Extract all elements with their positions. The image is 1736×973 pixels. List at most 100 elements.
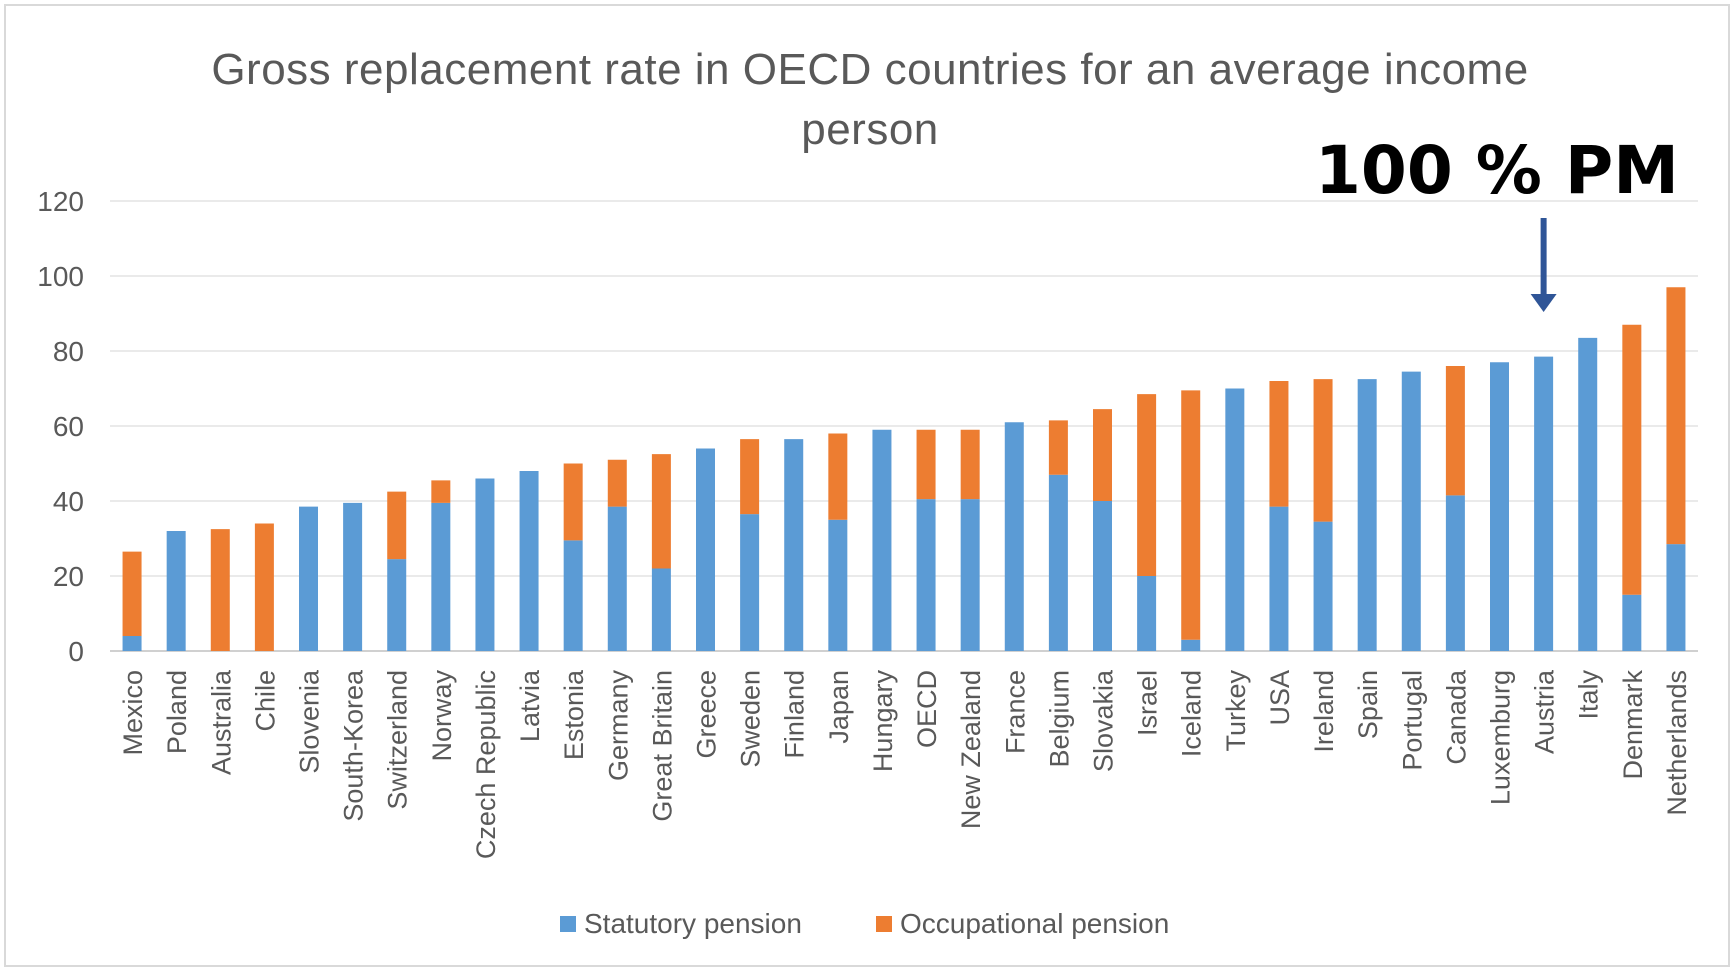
bar-occupational	[651, 454, 671, 569]
bar-statutory	[607, 506, 627, 651]
bar-statutory	[1181, 639, 1201, 651]
x-tick-label: Great Britain	[647, 670, 677, 822]
legend-swatch-occupational	[876, 916, 892, 932]
x-tick-label: Latvia	[515, 669, 545, 742]
x-tick-label: France	[1000, 670, 1030, 754]
annotation-arrow-shaft	[1540, 218, 1547, 298]
x-tick-label: Mexico	[118, 670, 148, 756]
bar-occupational	[1313, 379, 1333, 522]
x-tick-label: Turkey	[1221, 670, 1251, 752]
legend-item-occupational: Occupational pension	[876, 908, 1169, 940]
chart-title: Gross replacement rate in OECD countries…	[211, 45, 1529, 154]
bar-statutory	[784, 439, 804, 651]
legend-label-statutory: Statutory pension	[584, 908, 802, 939]
bar-occupational	[1048, 420, 1068, 475]
bar-statutory	[387, 559, 407, 651]
x-tick-label: Australia	[206, 669, 236, 775]
bar-statutory	[1666, 544, 1686, 651]
bar-occupational	[1445, 366, 1465, 496]
x-tick-label: Iceland	[1177, 670, 1207, 757]
y-tick-label: 100	[37, 261, 84, 292]
x-tick-label: OECD	[912, 670, 942, 748]
x-tick-label: USA	[1265, 670, 1295, 726]
bar-statutory	[1137, 576, 1157, 651]
bar-statutory	[431, 502, 451, 651]
bar-statutory	[519, 471, 539, 651]
bar-occupational	[1137, 394, 1157, 576]
bar-statutory	[1225, 388, 1245, 651]
bar-statutory	[1269, 506, 1289, 651]
annotation-label: 100 % PM	[1315, 132, 1679, 209]
x-tick-label: Estonia	[559, 669, 589, 760]
legend-label-occupational: Occupational pension	[900, 908, 1170, 939]
y-tick-label: 20	[53, 561, 84, 592]
bar-occupational	[122, 551, 142, 636]
x-tick-label: Netherlands	[1662, 670, 1692, 816]
bar-statutory	[1445, 495, 1465, 651]
x-tick-label: Canada	[1441, 669, 1471, 765]
bar-statutory	[1004, 422, 1024, 651]
x-tick-label: Italy	[1574, 670, 1604, 720]
x-tick-label: Finland	[780, 670, 810, 759]
bar-statutory	[1093, 501, 1112, 651]
bar-statutory	[740, 514, 760, 651]
bar-occupational	[387, 491, 407, 560]
bar-statutory	[563, 540, 583, 651]
annotation-arrow-head	[1530, 294, 1557, 312]
x-tick-label: Portugal	[1397, 670, 1427, 771]
bar-statutory	[1357, 379, 1377, 651]
x-tick-label: Austria	[1530, 669, 1560, 754]
bar-statutory	[872, 429, 892, 651]
x-tick-label: Hungary	[868, 670, 898, 773]
x-tick-label: Chile	[250, 670, 280, 732]
bar-occupational	[740, 439, 760, 515]
bar-occupational	[1666, 287, 1686, 545]
x-tick-label: Belgium	[1044, 670, 1074, 768]
bar-occupational	[1622, 324, 1642, 595]
y-tick-label: 0	[68, 636, 84, 667]
bar-occupational	[960, 429, 980, 500]
bar-statutory	[1534, 356, 1554, 651]
bar-occupational	[254, 523, 274, 651]
x-tick-label: New Zealand	[956, 670, 986, 829]
bar-statutory	[1401, 371, 1421, 651]
bar-occupational	[563, 463, 583, 541]
bar-occupational	[210, 529, 230, 651]
bar-statutory	[1622, 594, 1642, 651]
bar-statutory	[828, 519, 848, 651]
legend-swatch-statutory	[560, 916, 576, 932]
x-tick-label: Spain	[1353, 670, 1383, 739]
bar-occupational	[916, 429, 936, 500]
bar-statutory	[1048, 474, 1068, 651]
y-tick-label: 60	[53, 411, 84, 442]
x-tick-label: Norway	[427, 670, 457, 762]
bar-occupational	[1181, 390, 1201, 640]
x-tick-label: Israel	[1133, 670, 1163, 736]
x-tick-label: Japan	[824, 670, 854, 744]
y-tick-label: 80	[53, 336, 84, 367]
x-tick-label: Poland	[162, 670, 192, 754]
bar-statutory	[960, 499, 980, 651]
bar-occupational	[607, 459, 627, 507]
bar-statutory	[299, 506, 318, 651]
x-tick-label: Sweden	[736, 670, 766, 768]
x-tick-label: Luxemburg	[1486, 670, 1516, 805]
bar-statutory	[166, 531, 186, 651]
bar-occupational	[431, 480, 451, 503]
bar-statutory	[475, 478, 495, 651]
x-tick-label: Slovakia	[1089, 669, 1119, 772]
x-tick-label: Czech Republic	[471, 670, 501, 859]
bar-occupational	[828, 433, 848, 520]
bar-statutory	[1313, 521, 1333, 651]
bar-statutory	[696, 448, 715, 651]
chart-frame	[4, 4, 1730, 967]
x-tick-label: Ireland	[1309, 670, 1339, 753]
bar-occupational	[1269, 381, 1289, 507]
bar-statutory	[343, 502, 363, 651]
x-tick-label: Switzerland	[383, 670, 413, 810]
bar-occupational	[1093, 409, 1112, 501]
y-tick-label: 40	[53, 486, 84, 517]
legend-item-statutory: Statutory pension	[560, 908, 802, 940]
bar-statutory	[1578, 337, 1598, 651]
x-tick-label: Slovenia	[295, 669, 325, 774]
